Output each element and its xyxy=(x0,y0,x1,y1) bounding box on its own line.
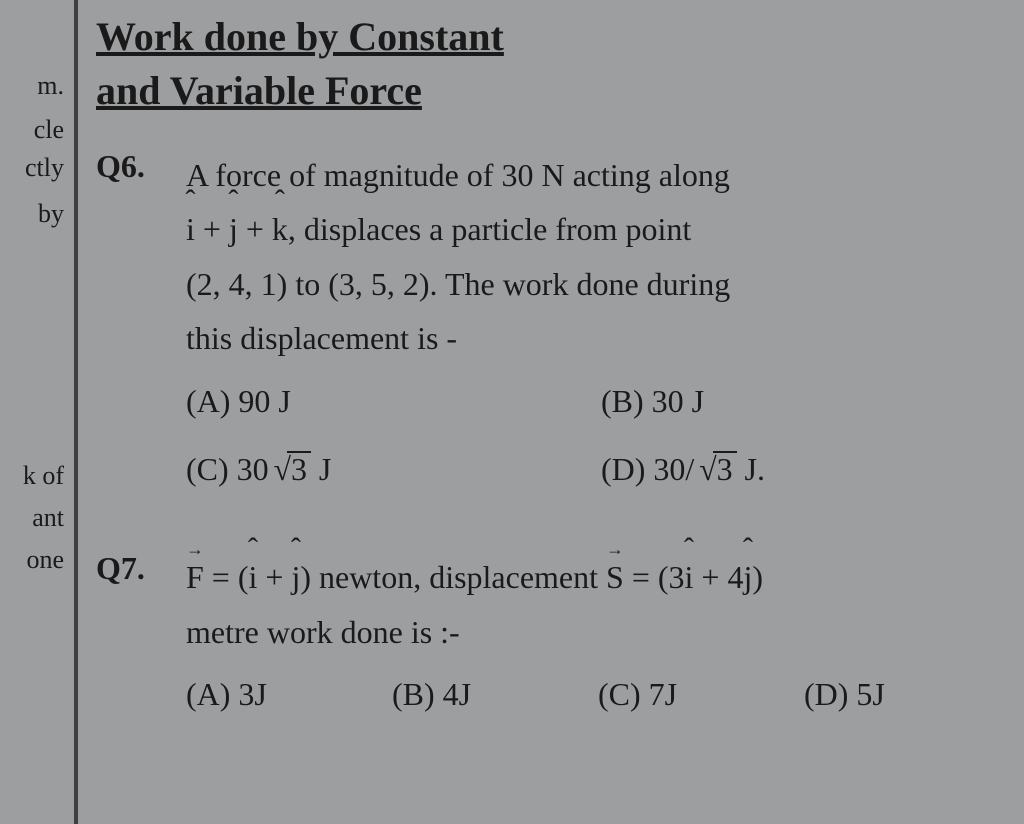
option-label: (D) xyxy=(601,451,653,487)
unit-vector-k: k xyxy=(272,202,288,256)
margin-frag: k of xyxy=(23,458,64,494)
vertical-divider xyxy=(74,0,78,824)
question-q6: Q6. A force of magnitude of 30 N acting … xyxy=(96,148,996,504)
eq-tail: ) xyxy=(752,559,763,595)
option-c: (C) 7J xyxy=(598,667,790,721)
vector-S: S xyxy=(606,550,624,604)
q6-options: (A) 90 J (B) 30 J (C) 30 3 J (D) 30/3 J. xyxy=(186,374,996,497)
option-label: (A) xyxy=(186,383,238,419)
question-body: F = (i + j) newton, displacement S = (3i… xyxy=(186,550,996,721)
option-value: 90 J xyxy=(238,383,290,419)
option-value: 30 J xyxy=(652,383,704,419)
margin-frag: one xyxy=(26,542,64,578)
option-a: (A) 90 J xyxy=(186,374,581,428)
eq-tail: ) newton, displacement xyxy=(300,559,606,595)
option-unit: J. xyxy=(737,451,765,487)
heading-line1: Work done by Constant xyxy=(96,14,504,59)
unit-vector-j: j xyxy=(291,550,300,604)
question-q7: Q7. F = (i + j) newton, displacement S =… xyxy=(96,550,996,721)
question-number: Q6. xyxy=(96,148,186,504)
heading-line2: and Variable Force xyxy=(96,68,422,113)
sqrt-icon: 3 xyxy=(269,442,311,496)
option-a: (A) 3J xyxy=(186,667,378,721)
margin-frag: ant xyxy=(32,500,64,536)
plus: + xyxy=(257,559,291,595)
question-number: Q7. xyxy=(96,550,186,721)
unit-vector-i: i xyxy=(685,550,694,604)
unit-vector-j: j xyxy=(229,202,238,256)
unit-vector-i: i xyxy=(249,550,258,604)
q7-options: (A) 3J (B) 4J (C) 7J (D) 5J xyxy=(186,667,996,721)
question-body: A force of magnitude of 30 N acting alon… xyxy=(186,148,996,504)
left-margin-fragments: m. cle ctly by k of ant one xyxy=(0,0,68,824)
radicand: 3 xyxy=(287,451,311,487)
unit-vector-j: j xyxy=(743,550,752,604)
q6-line1: A force of magnitude of 30 N acting alon… xyxy=(186,148,996,202)
plus: + xyxy=(195,211,229,247)
main-content: Work done by Constant and Variable Force… xyxy=(96,10,996,722)
option-b: (B) 30 J xyxy=(601,374,996,428)
plus: + xyxy=(238,211,272,247)
radicand: 3 xyxy=(713,451,737,487)
q7-line1: F = (i + j) newton, displacement S = (3i… xyxy=(186,550,996,604)
q6-line2: i + j + k, displaces a particle from poi… xyxy=(186,202,996,256)
section-heading: Work done by Constant and Variable Force xyxy=(96,10,996,118)
option-value-pre: 30 xyxy=(237,451,269,487)
q6-line2-tail: , displaces a particle from point xyxy=(288,211,691,247)
q6-line3: (2, 4, 1) to (3, 5, 2). The work done du… xyxy=(186,257,996,311)
option-b: (B) 4J xyxy=(392,667,584,721)
option-d: (D) 5J xyxy=(804,667,996,721)
margin-frag: by xyxy=(38,196,64,232)
plus: + 4 xyxy=(693,559,743,595)
option-unit: J xyxy=(311,451,331,487)
eq: = ( xyxy=(204,559,249,595)
option-value-pre: 30/ xyxy=(653,451,694,487)
option-d: (D) 30/3 J. xyxy=(601,442,996,496)
margin-frag: ctly xyxy=(25,150,64,186)
eq: = (3 xyxy=(624,559,685,595)
q7-line2: metre work done is :- xyxy=(186,605,996,659)
option-label: (C) xyxy=(186,451,237,487)
margin-frag: m. xyxy=(37,68,64,104)
page-root: m. cle ctly by k of ant one Work done by… xyxy=(0,0,1024,824)
q6-line4: this displacement is - xyxy=(186,311,996,365)
option-label: (B) xyxy=(601,383,652,419)
vector-F: F xyxy=(186,550,204,604)
sqrt-icon: 3 xyxy=(694,442,736,496)
option-c: (C) 30 3 J xyxy=(186,442,581,496)
margin-frag: cle xyxy=(34,112,64,148)
unit-vector-i: i xyxy=(186,202,195,256)
